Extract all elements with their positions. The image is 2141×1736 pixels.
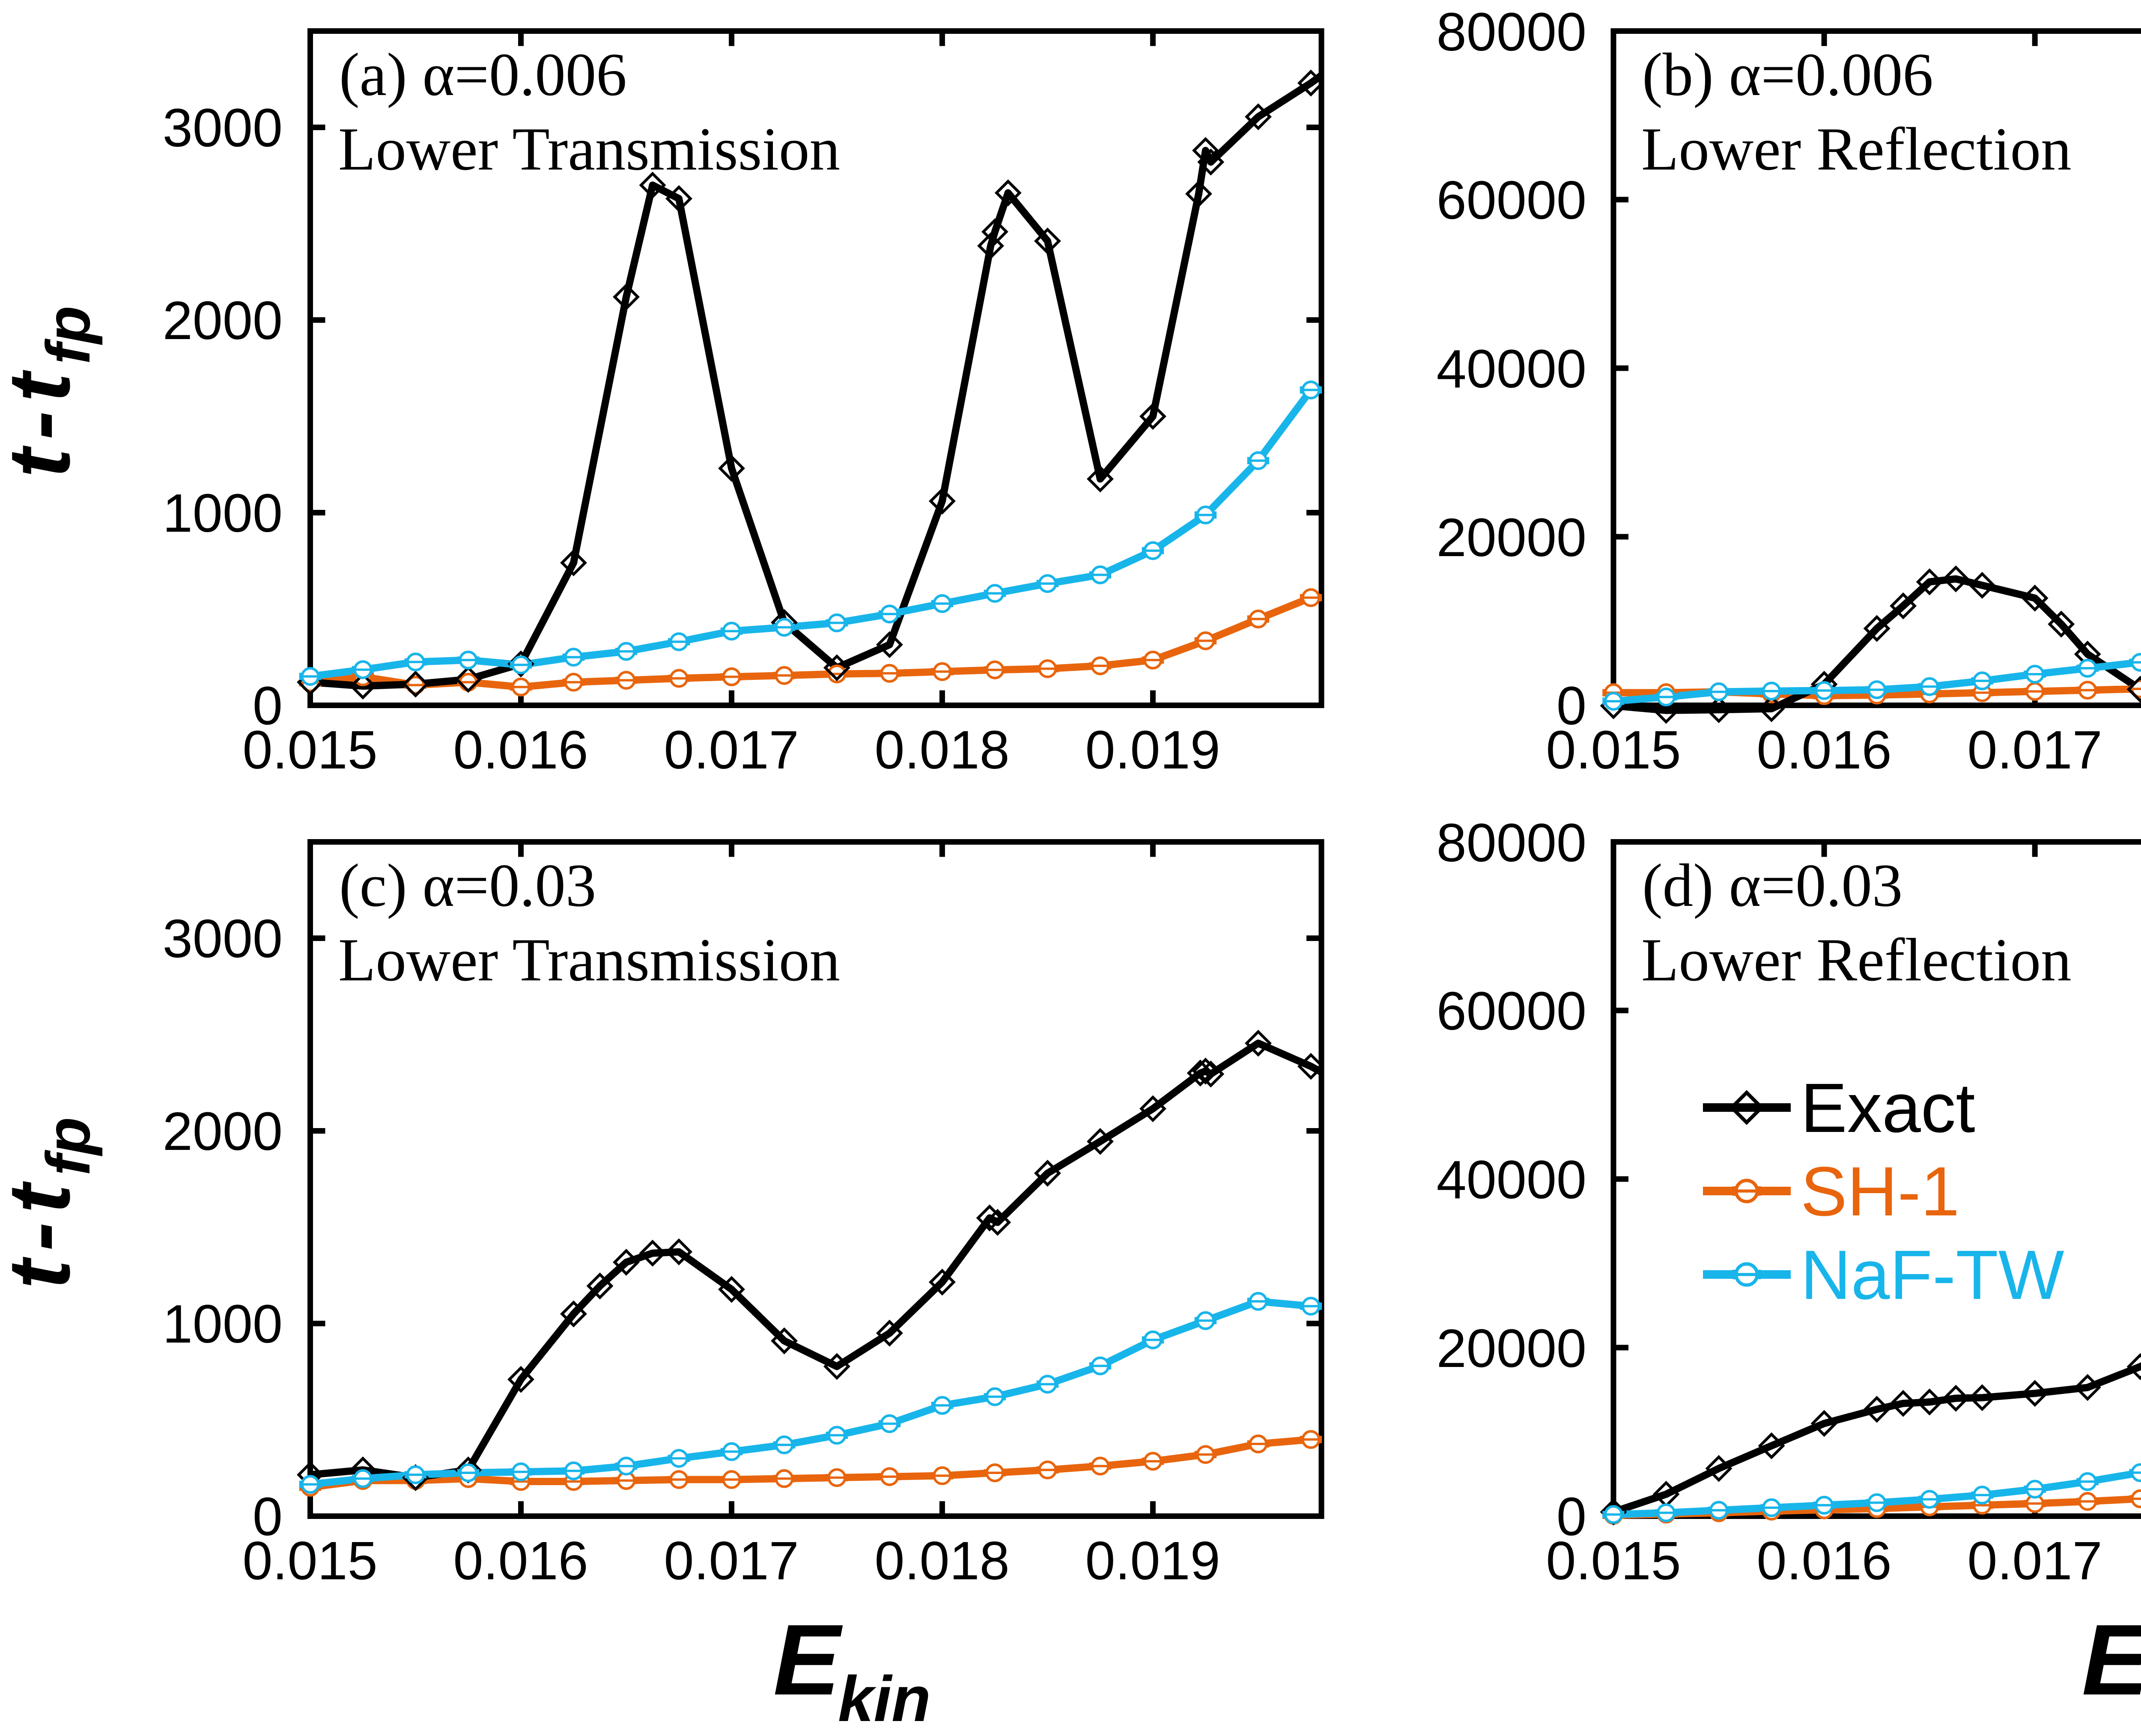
svg-text:0.018: 0.018 — [874, 1531, 1009, 1591]
svg-text:1000: 1000 — [163, 483, 283, 543]
svg-text:0.016: 0.016 — [453, 720, 588, 780]
svg-text:60000: 60000 — [1437, 981, 1586, 1041]
svg-text:0: 0 — [253, 676, 283, 736]
svg-text:0.015: 0.015 — [1546, 720, 1681, 780]
svg-text:0: 0 — [1557, 1486, 1586, 1547]
svg-text:0.018: 0.018 — [874, 720, 1009, 780]
svg-text:(c) α=0.03: (c) α=0.03 — [339, 852, 596, 919]
svg-text:Lower Transmission: Lower Transmission — [338, 926, 840, 994]
svg-text:1000: 1000 — [163, 1294, 283, 1354]
svg-text:3000: 3000 — [163, 98, 283, 158]
svg-text:80000: 80000 — [1437, 2, 1586, 62]
svg-text:SH-1: SH-1 — [1801, 1152, 1959, 1230]
svg-text:(d) α=0.03: (d) α=0.03 — [1642, 852, 1902, 919]
svg-text:2000: 2000 — [163, 1101, 283, 1161]
svg-text:E: E — [2082, 1603, 2141, 1716]
svg-text:Lower Reflection: Lower Reflection — [1641, 926, 2072, 994]
svg-text:0: 0 — [253, 1486, 283, 1547]
svg-text:kin: kin — [838, 1663, 931, 1734]
svg-text:3000: 3000 — [163, 908, 283, 969]
svg-text:80000: 80000 — [1437, 813, 1586, 873]
svg-text:0.015: 0.015 — [242, 720, 377, 780]
svg-text:40000: 40000 — [1437, 1149, 1586, 1210]
svg-text:E: E — [773, 1603, 843, 1716]
svg-text:20000: 20000 — [1437, 507, 1586, 568]
svg-text:Exact: Exact — [1801, 1069, 1975, 1147]
svg-text:Lower Reflection: Lower Reflection — [1641, 115, 2072, 183]
svg-text:0.016: 0.016 — [453, 1531, 588, 1591]
svg-text:0.017: 0.017 — [664, 1531, 799, 1591]
svg-text:0.017: 0.017 — [664, 720, 799, 780]
svg-text:t-tfp: t-tfp — [0, 1117, 103, 1289]
svg-text:0.016: 0.016 — [1756, 720, 1891, 780]
svg-text:40000: 40000 — [1437, 339, 1586, 399]
svg-text:0: 0 — [1557, 676, 1586, 736]
svg-text:0.015: 0.015 — [1546, 1531, 1681, 1591]
svg-text:NaF-TW: NaF-TW — [1801, 1236, 2064, 1314]
svg-text:0.016: 0.016 — [1756, 1531, 1891, 1591]
svg-text:(a) α=0.006: (a) α=0.006 — [339, 41, 627, 108]
svg-text:2000: 2000 — [163, 290, 283, 351]
svg-text:0.019: 0.019 — [1085, 720, 1220, 780]
svg-text:20000: 20000 — [1437, 1318, 1586, 1379]
svg-text:(b) α=0.006: (b) α=0.006 — [1642, 41, 1933, 108]
svg-text:60000: 60000 — [1437, 170, 1586, 230]
svg-text:0.019: 0.019 — [1085, 1531, 1220, 1591]
svg-text:0.017: 0.017 — [1967, 1531, 2102, 1591]
svg-text:Lower Transmission: Lower Transmission — [338, 115, 840, 183]
svg-text:0.015: 0.015 — [242, 1531, 377, 1591]
svg-text:0.017: 0.017 — [1967, 720, 2102, 780]
